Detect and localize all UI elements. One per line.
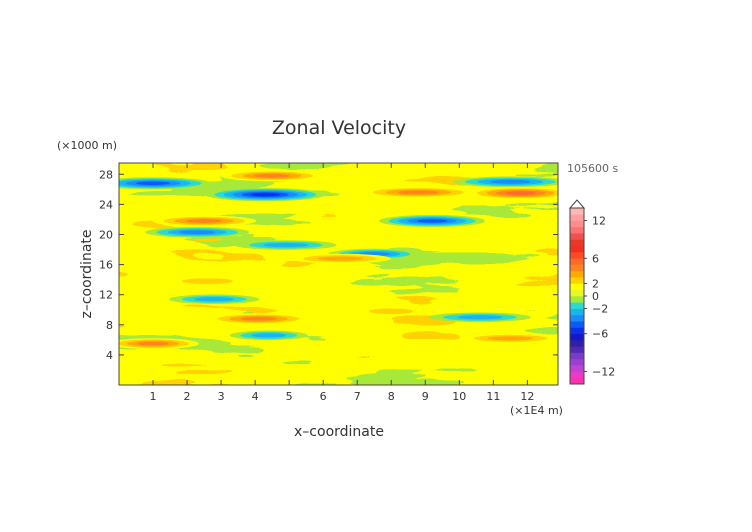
colorbar-swatch [570, 358, 584, 366]
colorbar-swatch [570, 333, 584, 341]
field-feature [263, 242, 309, 248]
colorbar-swatch [570, 226, 584, 234]
colorbar: 12 6 20−2 −6 −12 [568, 199, 615, 385]
x-tick-label: 9 [422, 390, 429, 403]
colorbar-swatch [570, 340, 584, 347]
colorbar-tick-label: −6 [592, 328, 608, 341]
colorbar-swatch [570, 327, 584, 335]
colorbar-swatch [570, 296, 584, 303]
colorbar-extend-arrow [568, 199, 586, 209]
x-tick-label: 11 [486, 390, 500, 403]
y-tick-label: 12 [99, 289, 113, 302]
x-unit-label: (×1E4 m) [510, 404, 563, 417]
field-feature [136, 181, 170, 186]
field-feature [251, 333, 287, 338]
colorbar-tick-label: −12 [592, 365, 615, 378]
x-tick-label: 2 [184, 390, 191, 403]
colorbar-tick-label: 12 [592, 215, 606, 228]
y-tick-label: 4 [106, 349, 113, 362]
colorbar-swatch [570, 302, 584, 309]
colorbar-swatch [570, 270, 584, 278]
x-tick-label: 8 [388, 390, 395, 403]
field-feature [317, 256, 363, 261]
x-tick-label: 12 [520, 390, 534, 403]
chart-title: Zonal Velocity [272, 117, 406, 139]
field-feature [194, 297, 235, 302]
x-tick-label: 10 [452, 390, 466, 403]
colorbar-swatch [570, 283, 584, 291]
field-feature [416, 219, 448, 223]
field-feature [487, 336, 534, 341]
plot-frame [118, 162, 559, 386]
colorbar-swatch [570, 208, 584, 215]
x-tick-label: 7 [354, 390, 361, 403]
y-tick-label: 24 [99, 198, 113, 211]
field-feature [505, 191, 536, 195]
colorbar-swatch [570, 252, 584, 259]
colorbar-swatch [570, 233, 584, 240]
colorbar-swatch [570, 258, 584, 265]
colorbar-swatch [570, 365, 584, 372]
colorbar-swatch [570, 289, 584, 297]
colorbar-swatch [570, 377, 584, 385]
y-tick-label: 28 [99, 168, 113, 181]
field-feature [250, 193, 280, 197]
field-feature [137, 341, 170, 346]
y-tick-label: 20 [99, 228, 113, 241]
colorbar-swatch [570, 214, 584, 221]
field-feature [490, 179, 531, 184]
colorbar-tick-label: −2 [592, 303, 608, 316]
field-texture-orange [119, 163, 558, 385]
field-feature [181, 278, 233, 284]
x-tick-label: 4 [252, 390, 259, 403]
y-unit-label: (×1000 m) [57, 139, 117, 152]
colorbar-swatch [570, 220, 584, 228]
y-tick-label: 8 [106, 319, 113, 332]
field-feature [398, 190, 439, 195]
colorbar-tick-label: 0 [592, 290, 599, 303]
y-axis-label: z–coordinate [79, 229, 95, 318]
colorbar-swatch [570, 277, 584, 284]
y-tick-label: 16 [99, 259, 113, 272]
x-tick-label: 5 [286, 390, 293, 403]
colorbar-swatch [570, 346, 584, 353]
colorbar-swatch [570, 371, 584, 379]
x-tick-label: 6 [320, 390, 327, 403]
field-feature [179, 230, 216, 235]
field-feature [369, 308, 414, 315]
x-axis: 1 2 3 4 5 6 7 8 9 10 11 12 [150, 163, 534, 403]
field-feature [240, 316, 277, 321]
colorbar-swatch [570, 245, 584, 253]
y-axis: 4 8 12 16 20 24 28 [99, 168, 558, 362]
x-axis-label: x–coordinate [294, 424, 384, 440]
colorbar-swatch [570, 314, 584, 322]
plot-area [119, 163, 558, 385]
field-feature [254, 173, 291, 178]
colorbar-swatch [570, 352, 584, 360]
colorbar-swatch [570, 239, 584, 247]
colorbar-tick-label: 2 [592, 277, 599, 290]
colorbar-swatch [570, 308, 584, 316]
field-feature [457, 315, 503, 320]
x-tick-label: 1 [150, 390, 157, 403]
field-feature [185, 219, 223, 223]
time-label: 105600 s [567, 162, 618, 175]
colorbar-swatch [570, 321, 584, 328]
x-tick-label: 3 [218, 390, 225, 403]
colorbar-swatch [570, 264, 584, 272]
colorbar-tick-label: 6 [592, 252, 599, 265]
